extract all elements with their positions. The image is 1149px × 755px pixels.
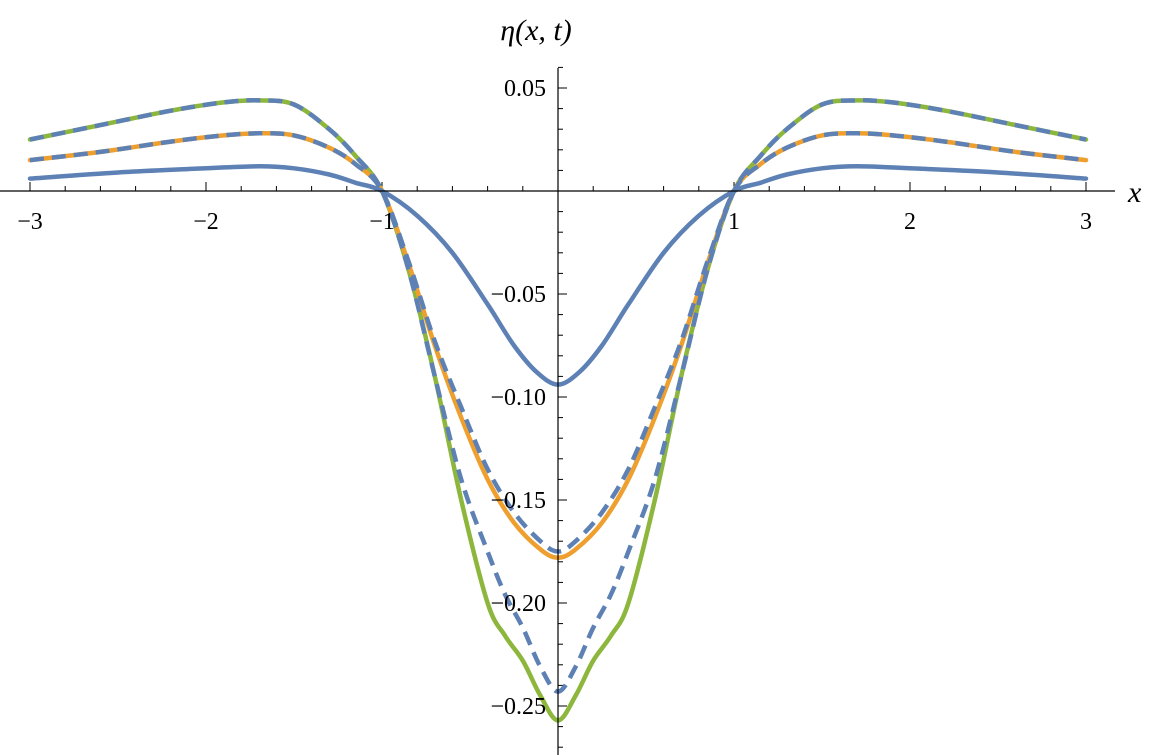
y-tick-label: −0.20 <box>490 591 546 617</box>
y-tick-label: −0.25 <box>490 694 546 720</box>
x-tick-label: 3 <box>1080 209 1092 235</box>
y-tick-label: −0.15 <box>490 488 546 514</box>
x-tick-label: 2 <box>904 209 916 235</box>
x-tick-label: −3 <box>17 209 43 235</box>
tick-labels: −3 −2 −1 1 2 3 0.05 −0.05 −0.10 −0.15 −0.20 −0.25 <box>17 76 1092 720</box>
x-tick-label: 1 <box>728 209 740 235</box>
y-axis-title: η(x, t) <box>500 14 572 47</box>
x-tick-label: −2 <box>193 209 219 235</box>
x-axis-title: x <box>1127 176 1142 209</box>
y-tick-label: −0.10 <box>490 385 546 411</box>
axes-layer <box>0 68 1115 755</box>
x-tick-label: −1 <box>369 209 395 235</box>
minor-ticks <box>29 66 1087 748</box>
y-tick-label: 0.05 <box>504 76 546 102</box>
y-tick-label: −0.05 <box>490 282 546 308</box>
